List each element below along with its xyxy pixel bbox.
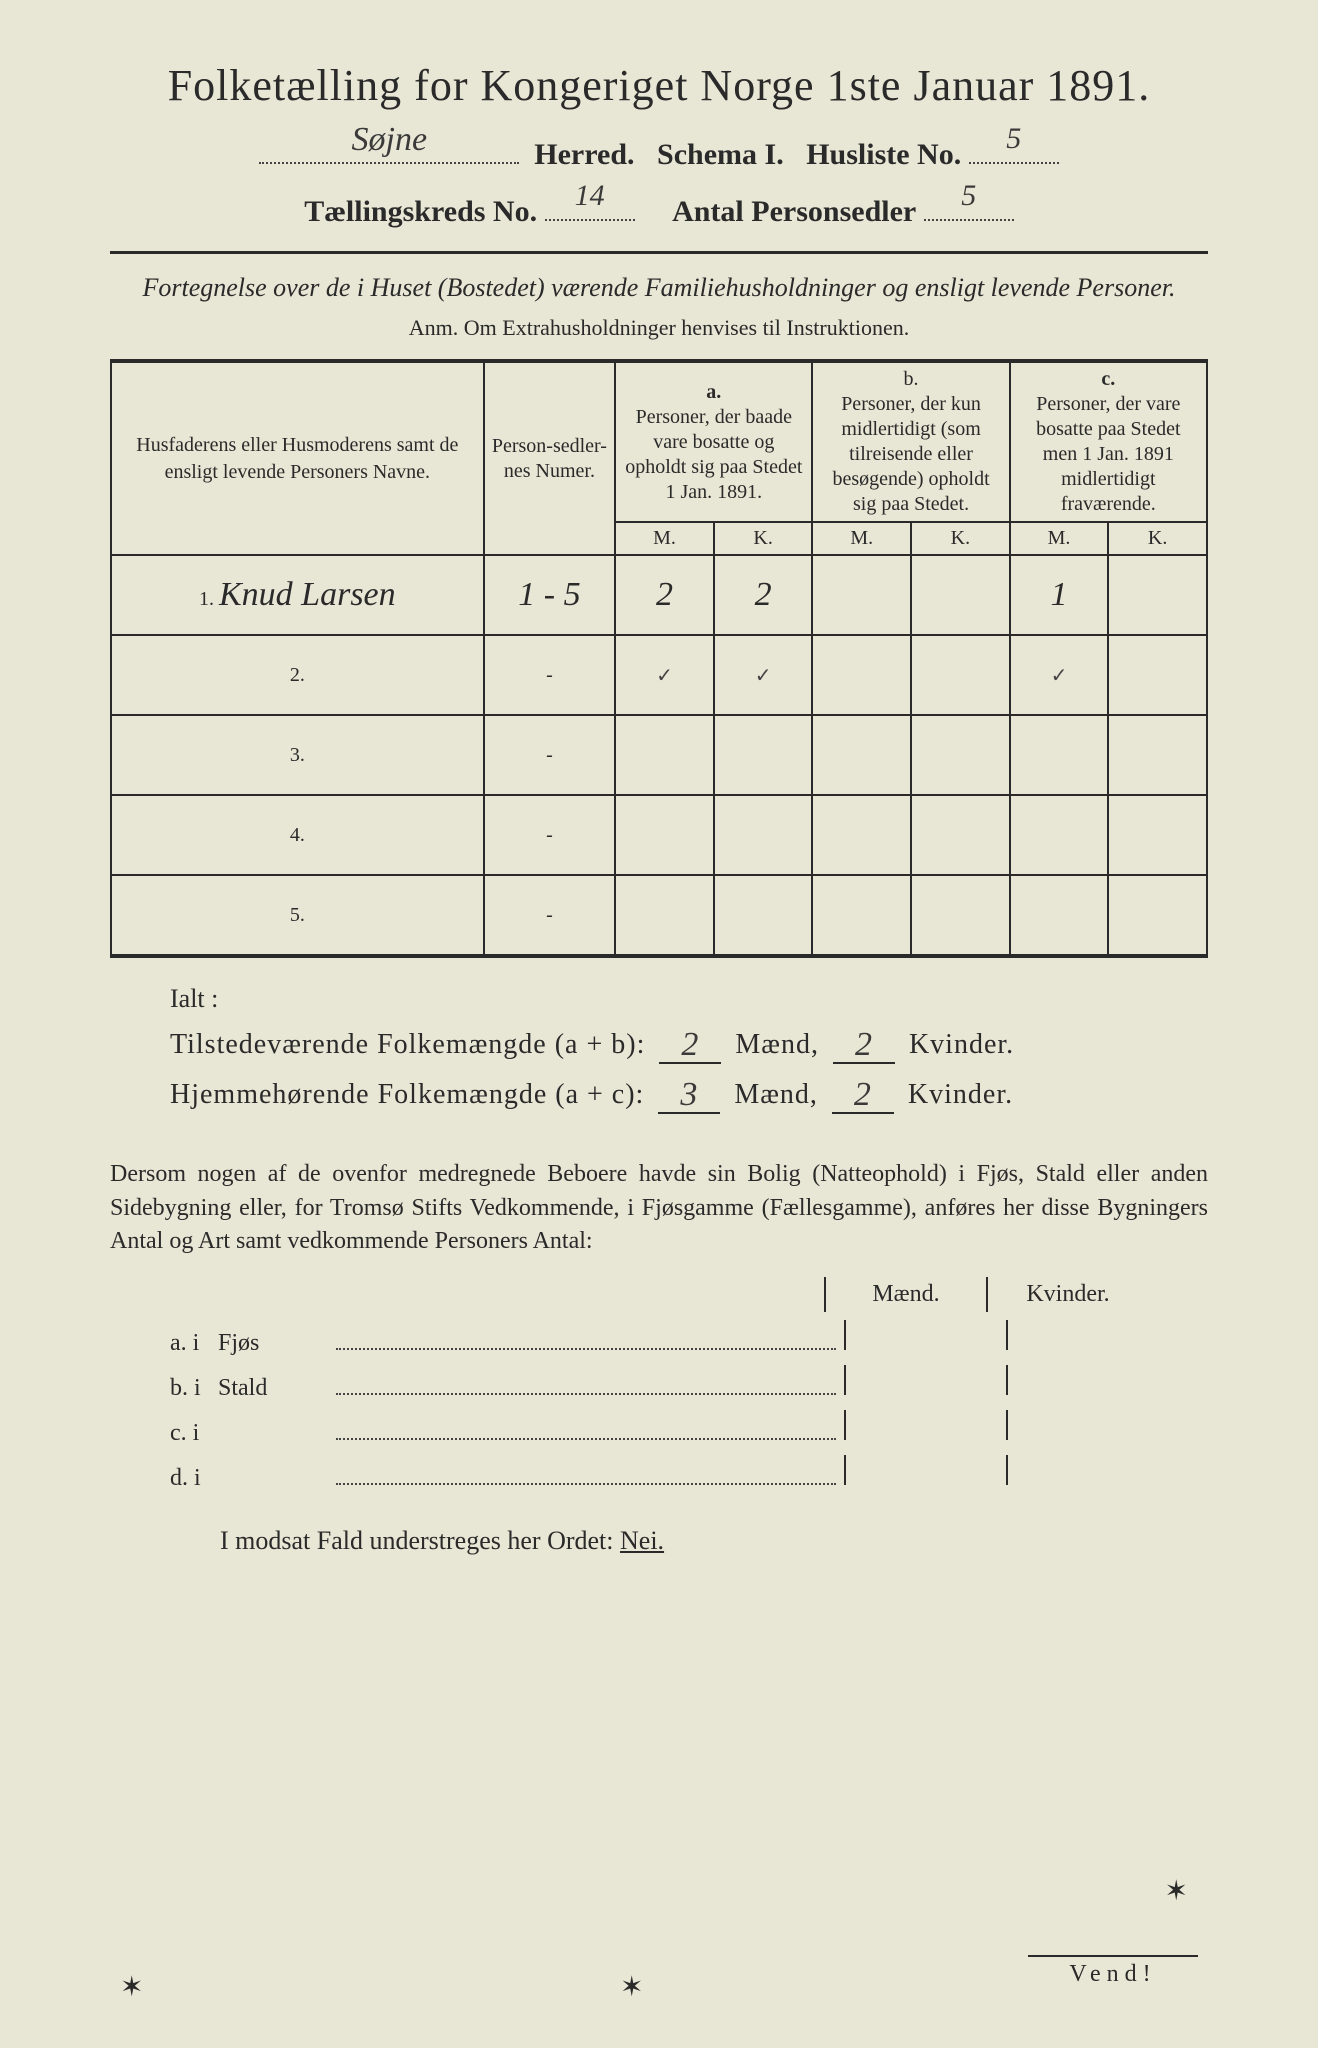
cell-bk bbox=[911, 635, 1010, 715]
cell-cm: ✓ bbox=[1010, 635, 1109, 715]
cell-am: ✓ bbox=[615, 635, 714, 715]
table-row: 5. - bbox=[111, 875, 1207, 956]
modsat-nei: Nei. bbox=[620, 1526, 664, 1555]
abline-a-label: Fjøs bbox=[218, 1330, 328, 1357]
antal-hand: 5 bbox=[924, 179, 1014, 213]
abline-c: c. i bbox=[170, 1410, 1168, 1447]
summary2-k: 2 bbox=[854, 1076, 872, 1113]
header-line-3: Tællingskreds No. 14 Antal Personsedler … bbox=[110, 186, 1208, 229]
husliste-no-hand: 5 bbox=[969, 122, 1059, 156]
modsat-line: I modsat Fald understreges her Ordet: Ne… bbox=[220, 1526, 1208, 1556]
summary1-k: 2 bbox=[855, 1026, 873, 1063]
th-a: a. Personer, der baade vare bosatte og o… bbox=[615, 361, 812, 522]
kreds-no-hand: 14 bbox=[545, 179, 635, 213]
mk-m: Mænd. bbox=[824, 1277, 986, 1312]
th-b-m: M. bbox=[812, 522, 911, 555]
th-b-text: Personer, der kun midlertidigt (som tilr… bbox=[832, 393, 989, 515]
maend-label: Mænd, bbox=[734, 1079, 818, 1110]
table-row: 1. Knud Larsen 1 - 5 2 2 1 bbox=[111, 555, 1207, 635]
census-table: Husfaderens eller Husmoderens samt de en… bbox=[110, 359, 1208, 958]
herred-label: Herred. bbox=[534, 138, 634, 171]
abline-b-lead: b. i bbox=[170, 1375, 218, 1402]
th-a-top: a. bbox=[706, 381, 721, 403]
abline-c-lead: c. i bbox=[170, 1420, 218, 1447]
mark-dot: ✶ bbox=[1165, 1874, 1188, 1908]
subhead-italic: Fortegnelse over de i Huset (Bostedet) v… bbox=[110, 270, 1208, 305]
th-a-m: M. bbox=[615, 522, 714, 555]
herred-handwritten: Søjne bbox=[259, 121, 519, 159]
kvinder-label: Kvinder. bbox=[908, 1079, 1013, 1110]
th-c-top: c. bbox=[1101, 368, 1115, 390]
row-sedler: - bbox=[484, 635, 616, 715]
mark-dot: ✶ bbox=[120, 1970, 143, 2004]
abline-a: a. i Fjøs bbox=[170, 1320, 1168, 1357]
maend-label: Mænd, bbox=[735, 1029, 819, 1060]
kreds-label: Tællingskreds No. bbox=[304, 195, 537, 228]
summary-line-2: Hjemmehørende Folkemængde (a + c): 3 Mæn… bbox=[170, 1074, 1208, 1114]
row-num: 1. bbox=[199, 588, 214, 610]
summary1-m: 2 bbox=[681, 1026, 699, 1063]
th-b: b. Personer, der kun midlertidigt (som t… bbox=[812, 361, 1009, 522]
header-line-2: Søjne Herred. Schema I. Husliste No. 5 bbox=[110, 129, 1208, 172]
abline-d-lead: d. i bbox=[170, 1465, 218, 1492]
divider-1 bbox=[110, 251, 1208, 254]
antal-label: Antal Personsedler bbox=[672, 195, 916, 228]
cell-bm bbox=[812, 635, 911, 715]
th-names: Husfaderens eller Husmoderens samt de en… bbox=[111, 361, 484, 555]
abline-a-lead: a. i bbox=[170, 1330, 218, 1357]
abline-d: d. i bbox=[170, 1455, 1168, 1492]
th-b-top: b. bbox=[904, 368, 919, 390]
abline-b-label: Stald bbox=[218, 1375, 328, 1402]
husliste-label: Husliste No. bbox=[806, 138, 961, 171]
cell-ck bbox=[1108, 555, 1207, 635]
th-b-k: K. bbox=[911, 522, 1010, 555]
kvinder-label: Kvinder. bbox=[909, 1029, 1014, 1060]
th-a-text: Personer, der baade vare bosatte og opho… bbox=[625, 406, 802, 503]
row-num: 2. bbox=[290, 664, 305, 686]
cell-bk bbox=[911, 555, 1010, 635]
cell-cm: 1 bbox=[1050, 576, 1067, 613]
row-name-hand: Knud Larsen bbox=[219, 576, 396, 613]
th-a-k: K. bbox=[714, 522, 813, 555]
th-c-m: M. bbox=[1010, 522, 1109, 555]
summary2-label: Hjemmehørende Folkemængde (a + c): bbox=[170, 1079, 644, 1110]
building-lines: a. i Fjøs b. i Stald c. i d. i bbox=[170, 1320, 1168, 1492]
row-num: 5. bbox=[290, 904, 305, 926]
schema-label: Schema I. bbox=[657, 138, 784, 171]
row-sedler: - bbox=[484, 795, 616, 875]
row-sedler: 1 - 5 bbox=[518, 576, 580, 613]
mk-k: Kvinder. bbox=[986, 1277, 1148, 1312]
th-names-text: Husfaderens eller Husmoderens samt de en… bbox=[136, 434, 458, 483]
building-paragraph: Dersom nogen af de ovenfor medregnede Be… bbox=[110, 1158, 1208, 1259]
row-sedler: - bbox=[484, 875, 616, 956]
mark-dot: ✶ bbox=[620, 1970, 643, 2004]
cell-am: 2 bbox=[656, 576, 673, 613]
summary-line-1: Tilstedeværende Folkemængde (a + b): 2 M… bbox=[170, 1024, 1208, 1064]
th-c: c. Personer, der vare bosatte paa Stedet… bbox=[1010, 361, 1207, 522]
th-c-k: K. bbox=[1108, 522, 1207, 555]
table-row: 3. - bbox=[111, 715, 1207, 795]
row-num: 3. bbox=[290, 744, 305, 766]
cell-ak: 2 bbox=[755, 576, 772, 613]
table-row: 2. - ✓ ✓ ✓ bbox=[111, 635, 1207, 715]
th-num: Person-sedler-nes Numer. bbox=[484, 361, 616, 555]
census-form-page: Folketælling for Kongeriget Norge 1ste J… bbox=[0, 0, 1318, 2048]
cell-ak: ✓ bbox=[714, 635, 813, 715]
row-sedler: - bbox=[484, 715, 616, 795]
vend-label: Vend! bbox=[1028, 1955, 1198, 1988]
cell-ck bbox=[1108, 635, 1207, 715]
summary1-label: Tilstedeværende Folkemængde (a + b): bbox=[170, 1029, 645, 1060]
page-title: Folketælling for Kongeriget Norge 1ste J… bbox=[110, 60, 1208, 111]
subhead-anm: Anm. Om Extrahusholdninger henvises til … bbox=[110, 315, 1208, 341]
mk-header: Mænd. Kvinder. bbox=[110, 1277, 1148, 1312]
abline-b: b. i Stald bbox=[170, 1365, 1168, 1402]
modsat-pre: I modsat Fald understreges her Ordet: bbox=[220, 1526, 614, 1555]
table-row: 4. - bbox=[111, 795, 1207, 875]
row-num: 4. bbox=[290, 824, 305, 846]
summary2-m: 3 bbox=[680, 1076, 698, 1113]
cell-bm bbox=[812, 555, 911, 635]
th-c-text: Personer, der vare bosatte paa Stedet me… bbox=[1036, 393, 1180, 515]
ialt-label: Ialt : bbox=[170, 984, 1208, 1014]
